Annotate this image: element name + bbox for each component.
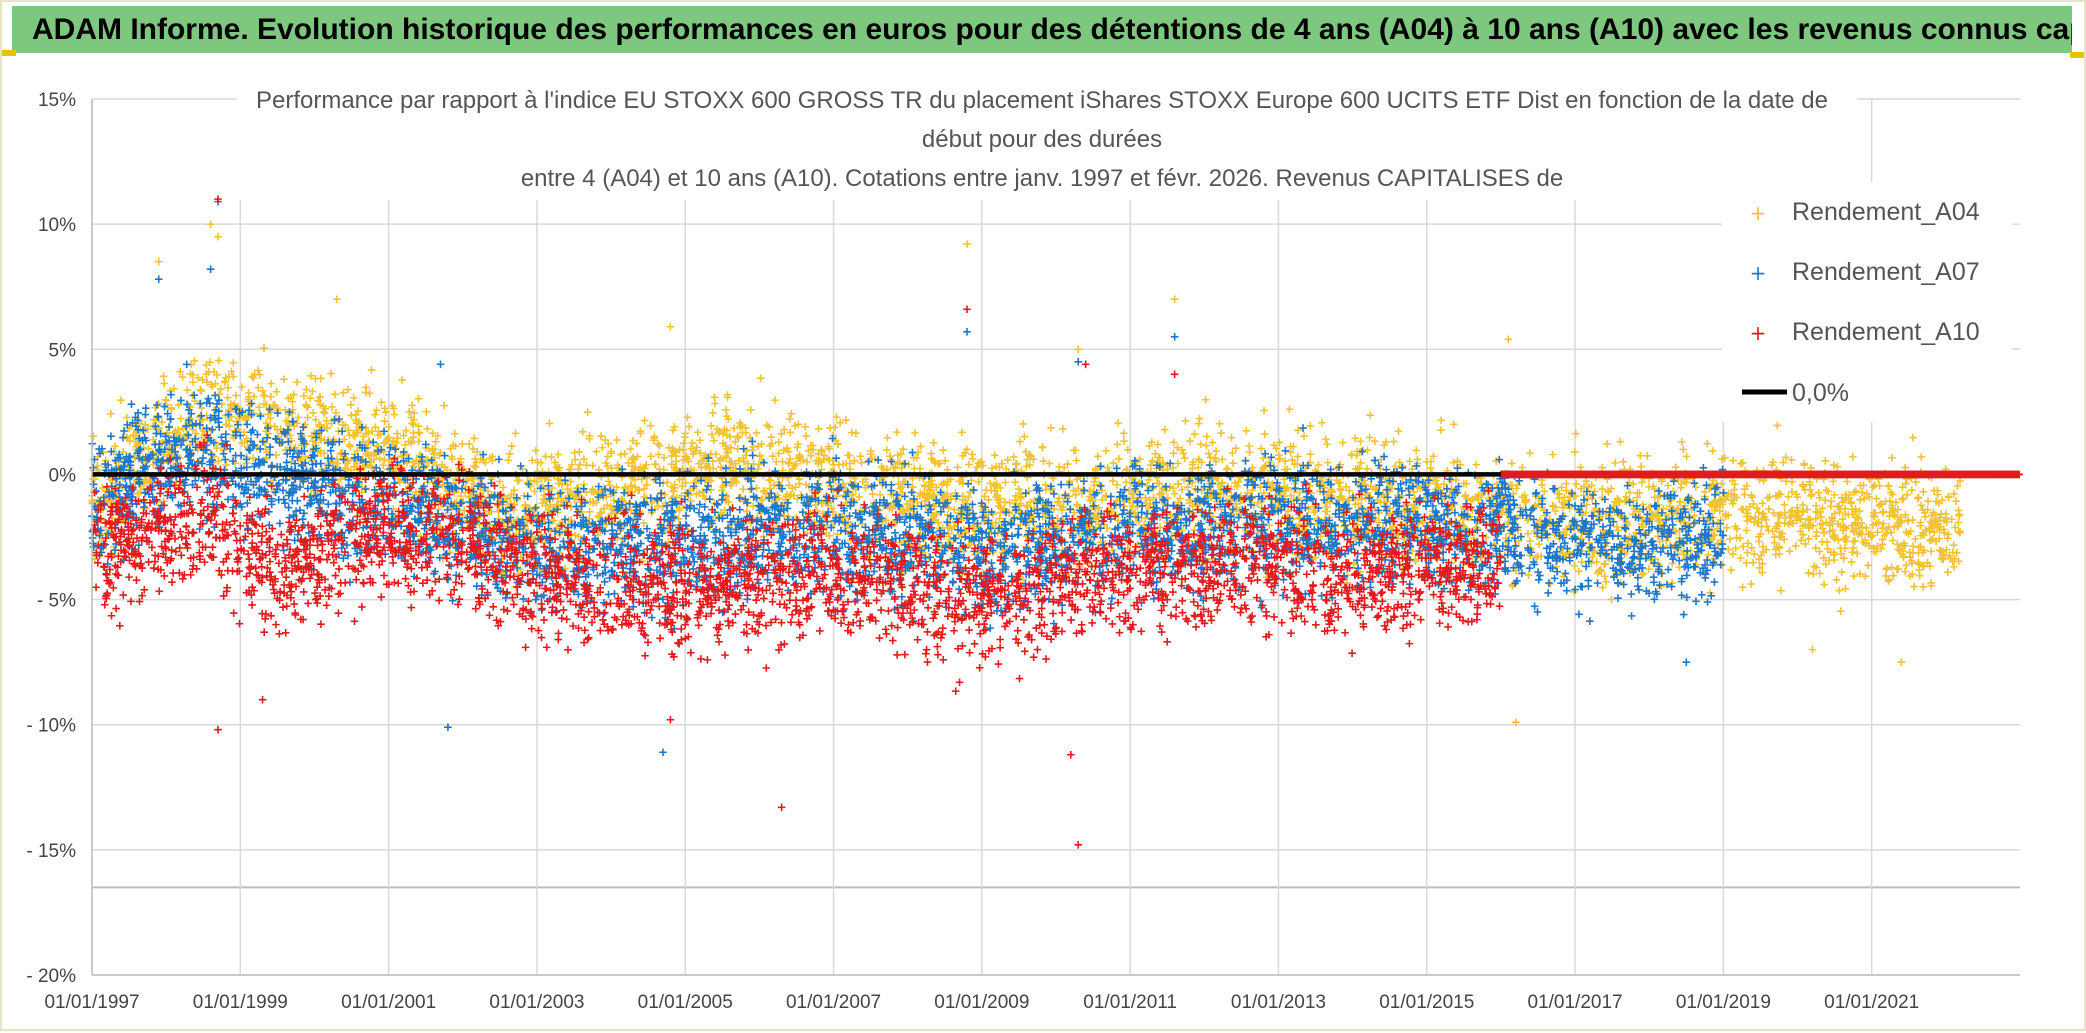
chart-page: ADAM Informe. Evolution historique des p…	[0, 0, 2086, 1031]
